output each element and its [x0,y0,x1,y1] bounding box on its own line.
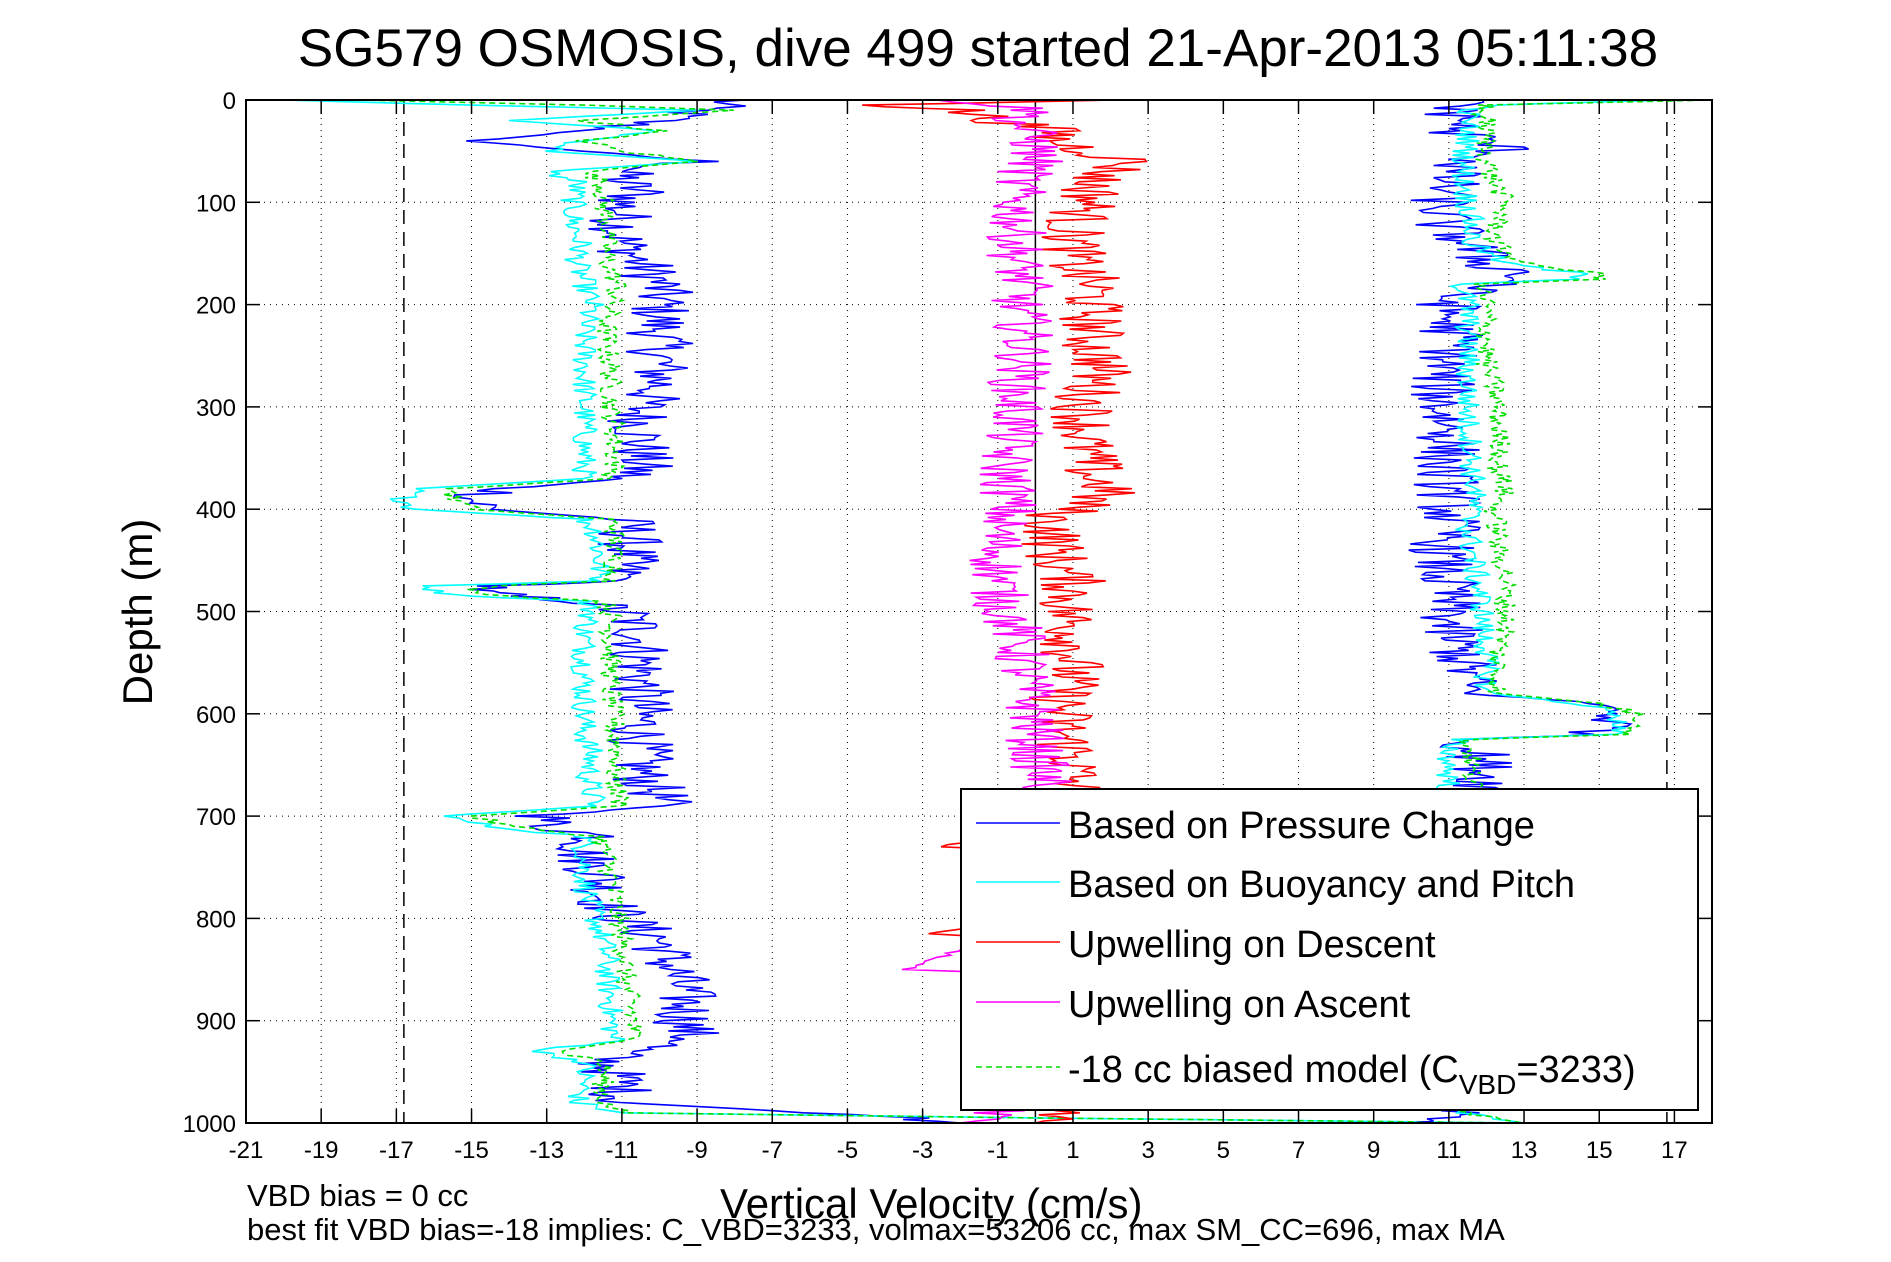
series-upwelling-on-ascent [901,99,1084,1124]
x-tick-label: 5 [1217,1137,1230,1164]
x-tick-label: 17 [1661,1137,1688,1164]
x-tick-label: -11 [605,1137,638,1164]
x-tick-label: -5 [837,1137,858,1164]
x-tick-label: 15 [1586,1137,1613,1164]
x-tick-label: -13 [529,1137,564,1164]
legend-label: Based on Buoyancy and Pitch [1068,864,1575,906]
x-tick-label: 9 [1367,1137,1380,1164]
y-tick-label: 900 [196,1009,236,1036]
x-tick-label: 7 [1292,1137,1305,1164]
x-tick-label: -19 [304,1137,339,1164]
legend-label: Based on Pressure Change [1068,805,1535,847]
x-tick-label: -15 [454,1137,489,1164]
x-tick-label: 1 [1066,1137,1079,1164]
y-axis-label: Depth (m) [114,519,161,706]
x-axis-label: Vertical Velocity (cm/s) [720,1180,1142,1227]
x-tick-label: 11 [1436,1137,1461,1164]
y-tick-label: 800 [196,906,236,933]
x-tick-label: -17 [379,1137,414,1164]
y-tick-label: 700 [196,804,236,831]
legend-label: Upwelling on Descent [1068,924,1436,966]
series-pressure-change-descent- [452,99,961,1124]
x-tick-label: -3 [912,1137,933,1164]
x-tick-label: 3 [1141,1137,1154,1164]
y-tick-label: 0 [223,88,236,115]
y-tick-label: 300 [196,395,236,422]
x-tick-label: 13 [1511,1137,1538,1164]
annotation-best-fit: best fit VBD bias=-18 implies: C_VBD=323… [247,1212,1505,1247]
legend-box [960,788,1699,1111]
series-biased-model-descent- [359,99,1525,1124]
x-tick-labels: -21 -19 -17 -15 -13 -11 -9 -7 -5 -3 -1 1 3 5 7 9 11 13 15 1… [229,1137,1688,1164]
x-tick-label: -1 [987,1137,1008,1164]
x-tick-label: -21 [229,1137,264,1164]
y-tick-label: 1000 [183,1111,236,1138]
y-tick-labels: 0 100 200 300 400 500 600 700 800 900 1000 [183,88,236,1138]
series-buoyancy-and-pitch-descent- [282,99,1525,1124]
y-tick-label: 100 [196,190,236,217]
y-tick-label: 600 [196,702,236,729]
chart-title: SG579 OSMOSIS, dive 499 started 21-Apr-2… [298,19,1658,78]
legend: Based on Pressure Change Based on Buoyanc… [960,788,1699,1111]
y-tick-label: 500 [196,600,236,627]
axes [245,99,1713,1124]
y-tick-label: 400 [196,497,236,524]
x-tick-label: -9 [686,1137,707,1164]
x-tick-label: -7 [762,1137,783,1164]
legend-label: Upwelling on Ascent [1068,984,1411,1026]
legend-label: -18 cc biased model (CVBD=3233) [1068,1049,1636,1100]
y-tick-label: 200 [196,293,236,320]
annotation-vbd-bias: VBD bias = 0 cc [247,1178,468,1213]
